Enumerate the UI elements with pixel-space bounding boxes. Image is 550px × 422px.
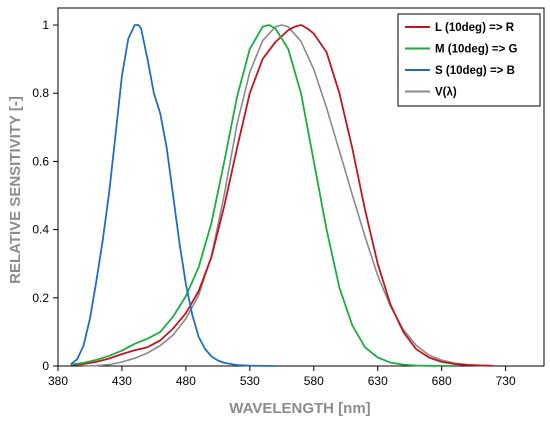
plot-area-border bbox=[57, 7, 545, 367]
plot-frame bbox=[57, 7, 545, 367]
legend-entry-label: V(λ) bbox=[435, 87, 457, 99]
series-line-0 bbox=[70, 24, 493, 367]
x-tick-label: 380 bbox=[48, 374, 68, 388]
legend: L (10deg) => R M (10deg) => G S (10deg) =>… bbox=[397, 13, 541, 107]
x-tick-label: 630 bbox=[368, 374, 388, 388]
series-line-3 bbox=[83, 24, 493, 367]
y-tick-label: 0.8 bbox=[32, 86, 49, 100]
x-axis-ticks: 380 430 480 530 580 630 680 730 bbox=[48, 366, 516, 388]
legend-entry-label: S (10deg) => B bbox=[435, 65, 515, 77]
x-tick-label: 680 bbox=[432, 374, 452, 388]
y-tick-label: 0.2 bbox=[32, 291, 49, 305]
x-tick-label: 480 bbox=[176, 374, 196, 388]
legend-entry-label: M (10deg) => G bbox=[435, 44, 517, 56]
series-line-2 bbox=[70, 24, 276, 367]
x-tick-label: 730 bbox=[496, 374, 516, 388]
x-tick-label: 530 bbox=[240, 374, 260, 388]
y-axis-ticks: 0 0.2 0.4 0.6 0.8 1 bbox=[32, 18, 58, 373]
y-tick-label: 0.4 bbox=[32, 223, 49, 237]
legend-entry-label: L (10deg) => R bbox=[435, 22, 515, 34]
series-line-1 bbox=[70, 24, 455, 367]
y-axis-title: RELATIVE SENSITIVITY [-] bbox=[7, 96, 24, 284]
series-layer bbox=[70, 24, 493, 367]
x-tick-label: 430 bbox=[112, 374, 132, 388]
x-axis-title: WAVELENGTH [nm] bbox=[229, 400, 370, 417]
y-tick-label: 0 bbox=[42, 359, 49, 373]
y-tick-label: 0.6 bbox=[32, 154, 49, 168]
y-tick-label: 1 bbox=[42, 18, 49, 32]
x-tick-label: 580 bbox=[304, 374, 324, 388]
